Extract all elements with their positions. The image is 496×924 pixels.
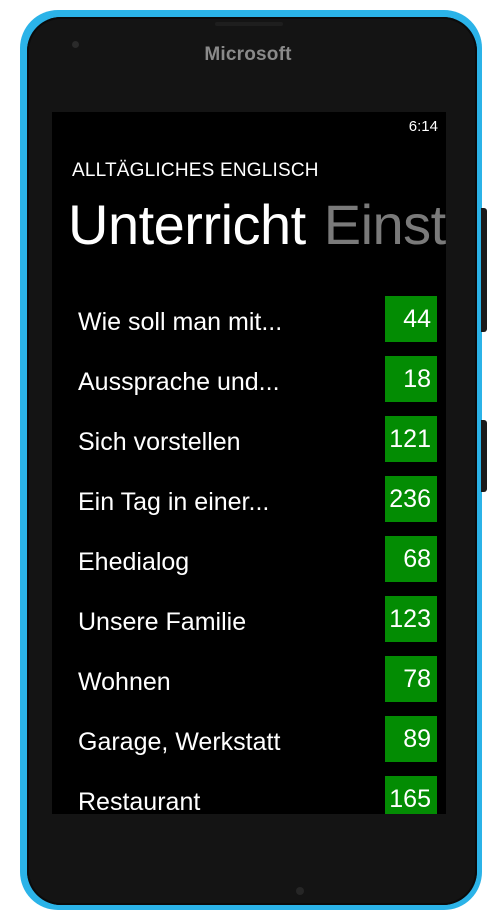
power-button[interactable] — [481, 420, 487, 492]
microphone-icon — [296, 887, 304, 895]
lesson-count-badge: 121 — [385, 416, 437, 462]
lesson-count-badge: 68 — [385, 536, 437, 582]
lesson-title: Aussprache und... — [78, 368, 280, 396]
lesson-title: Ein Tag in einer... — [78, 488, 270, 516]
list-item[interactable]: Garage, Werkstatt 89 — [78, 716, 438, 776]
list-item[interactable]: Ehedialog 68 — [78, 536, 438, 596]
device-brand: Microsoft — [204, 44, 292, 65]
list-item[interactable]: Ein Tag in einer... 236 — [78, 476, 438, 536]
list-item[interactable]: Unsere Familie 123 — [78, 596, 438, 656]
earpiece — [215, 22, 283, 26]
app-title: ALLTÄGLICHES ENGLISCH — [72, 160, 319, 181]
list-item[interactable]: Wie soll man mit... 44 — [78, 296, 438, 356]
list-item[interactable]: Aussprache und... 18 — [78, 356, 438, 416]
status-time: 6:14 — [408, 118, 438, 135]
lesson-count-badge: 78 — [385, 656, 437, 702]
pivot-tab-unterricht[interactable]: Unterricht — [68, 193, 306, 256]
lesson-title: Unsere Familie — [78, 608, 247, 636]
pivot-header: Unterricht Einst — [68, 192, 446, 257]
lesson-count-badge: 165 — [385, 776, 437, 814]
lesson-count-badge: 89 — [385, 716, 437, 762]
front-camera-icon — [72, 41, 79, 48]
phone-screen: 6:14 ALLTÄGLICHES ENGLISCH Unterricht Ein… — [52, 112, 446, 814]
pivot-tab-einstellungen[interactable]: Einst — [323, 193, 446, 256]
lesson-count-badge: 44 — [385, 296, 437, 342]
list-item[interactable]: Restaurant 165 — [78, 776, 438, 814]
lesson-list: Wie soll man mit... 44 Aussprache und...… — [78, 296, 438, 814]
list-item[interactable]: Wohnen 78 — [78, 656, 438, 716]
lesson-title: Restaurant — [78, 788, 201, 814]
lesson-title: Ehedialog — [78, 548, 190, 576]
lesson-title: Garage, Werkstatt — [78, 728, 281, 756]
lesson-count-badge: 236 — [385, 476, 437, 522]
lesson-title: Sich vorstellen — [78, 428, 241, 456]
lesson-count-badge: 18 — [385, 356, 437, 402]
volume-button[interactable] — [481, 208, 487, 332]
lesson-title: Wohnen — [78, 668, 171, 696]
lesson-count-badge: 123 — [385, 596, 437, 642]
list-item[interactable]: Sich vorstellen 121 — [78, 416, 438, 476]
lesson-title: Wie soll man mit... — [78, 308, 283, 336]
